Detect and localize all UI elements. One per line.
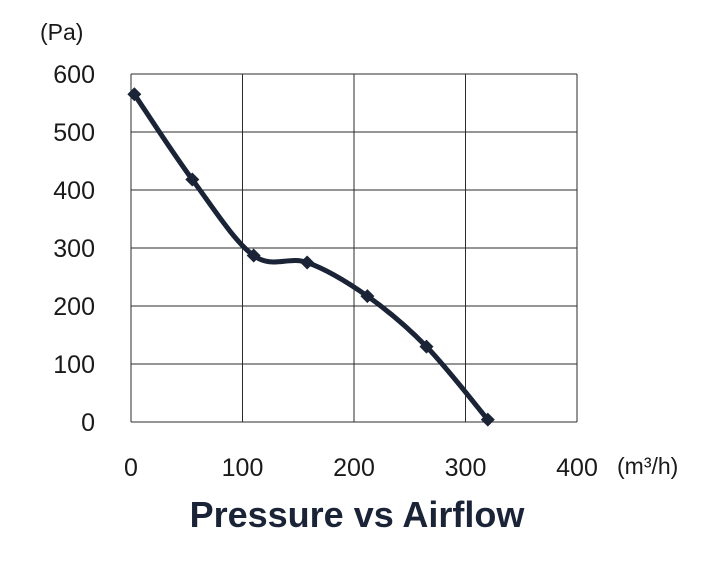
y-tick-label: 200 [53, 293, 95, 321]
x-tick-label: 200 [333, 454, 375, 482]
grid-lines [130, 73, 578, 423]
y-tick-label: 100 [53, 351, 95, 379]
x-tick-labels: 0 100 200 300 400 [124, 454, 598, 482]
data-point-marker [300, 255, 315, 270]
x-tick-label: 300 [445, 454, 487, 482]
y-unit-label: (Pa) [40, 19, 83, 45]
x-tick-label: 100 [222, 454, 264, 482]
series-curve [131, 91, 491, 423]
y-tick-label: 600 [53, 61, 95, 89]
y-tick-label: 0 [81, 409, 95, 437]
y-tick-label: 500 [53, 119, 95, 147]
data-point-marker [480, 412, 495, 427]
chart-title: Pressure vs Airflow [190, 494, 526, 535]
data-point-marker [185, 172, 200, 187]
series-line [127, 87, 495, 427]
data-point-marker [127, 87, 142, 102]
data-point-marker [419, 339, 434, 354]
data-point-marker [246, 248, 261, 263]
x-unit-label: (m³/h) [617, 453, 678, 479]
x-tick-label: 400 [556, 454, 598, 482]
x-tick-label: 0 [124, 454, 138, 482]
y-tick-label: 400 [53, 177, 95, 205]
data-point-marker [360, 289, 375, 304]
y-tick-label: 300 [53, 235, 95, 263]
y-tick-labels: 600 500 400 300 200 100 0 [53, 61, 95, 437]
